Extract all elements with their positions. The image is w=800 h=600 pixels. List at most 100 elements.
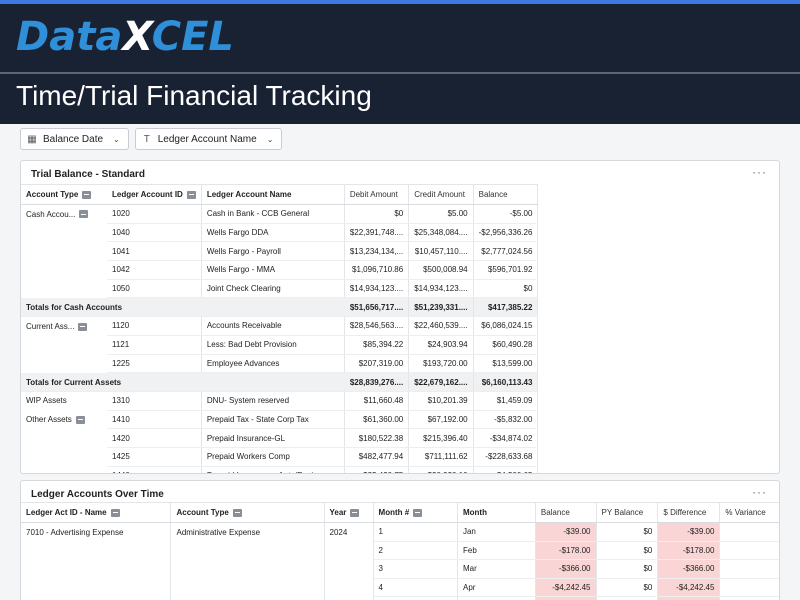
account-type-label: Current Ass... [26,321,75,331]
column-header[interactable]: Ledger Act ID - Name [21,502,172,523]
column-header[interactable]: $ Difference [657,502,721,523]
credit-amount: $10,201.39 [408,391,474,411]
percent-variance [719,541,779,560]
column-header[interactable]: Ledger Account ID [107,184,202,205]
ledger-account-name: Cash in Bank - CCB General [201,204,345,224]
debit-amount: $28,546,563.... [344,316,410,336]
ledger-act-name [21,559,172,578]
ledger-account-name: Prepaid Tax - State Corp Tax [201,410,345,430]
table-row: Current Ass... 1120 Accounts Receivable $28… [21,316,539,336]
debit-amount: $28,839,276.... [344,372,410,392]
debit-amount: $482,477.94 [344,447,410,467]
ledger-account-id: 1020 [107,204,202,224]
column-header[interactable]: Debit Amount [344,184,410,205]
brand-logo: DataXCEL [16,14,234,60]
py-balance: $0 [596,559,659,579]
card-title: Trial Balance - Standard [31,169,145,180]
collapse-toggle-icon[interactable] [350,508,360,517]
table-row: 1041 Wells Fargo - Payroll $13,234,134,...… [21,241,539,262]
ledger-account-id: 1410 [107,410,202,430]
table-row: 1420 Prepaid Insurance-GL $180,522.38 $215,… [21,428,539,448]
column-header[interactable]: Balance [473,184,539,205]
account-type-cell [21,335,107,354]
debit-amount: $13,234,134,... [344,241,410,262]
column-header[interactable]: PY Balance [596,502,659,523]
balance-amount: $13,599.00 [473,354,539,374]
py-balance: $0 [596,541,659,560]
balance-amount: -$178.00 [535,541,597,560]
debit-amount: $180,522.38 [344,428,410,448]
column-header[interactable]: Balance [535,502,597,523]
month-name: Feb [457,541,536,560]
collapse-toggle-icon[interactable] [78,322,88,331]
filter-balance-date[interactable]: ▦ Balance Date ⌄ [20,128,129,150]
account-type-label: Other Assets [26,414,72,424]
py-balance: $0 [596,578,659,597]
balance-amount: -$5.00 [473,204,539,224]
month-name: Jan [457,522,536,542]
credit-amount: $711,111.62 [408,447,474,467]
account-type-cell: Other Assets [21,410,107,429]
table-row: 1121 Less: Bad Debt Provision $85,394.22 $2… [21,335,539,355]
ledger-account-name: Employee Advances [201,354,345,374]
account-type-cell [21,354,107,373]
text-type-icon: T [143,133,150,145]
ledger-act-name [21,578,172,597]
collapse-toggle-icon[interactable] [82,190,92,199]
more-options-icon[interactable]: ··· [752,485,767,499]
credit-amount: $10,457,110.... [408,241,474,262]
column-header[interactable]: % Variance [719,502,779,523]
column-header[interactable]: Year [324,502,374,523]
ledger-account-id: 1310 [107,391,202,411]
debit-amount: $11,660.48 [344,391,410,411]
column-header[interactable]: Account Type [21,184,107,205]
percent-variance [719,559,779,579]
ledger-account-id: 1040 [107,223,202,243]
ledger-act-name [21,541,172,560]
collapse-toggle-icon[interactable] [110,508,120,517]
column-header[interactable]: Account Type [170,502,325,523]
table-row: Other Assets 1410 Prepaid Tax - State Corp… [21,410,539,430]
column-header[interactable]: Month # [373,502,458,523]
credit-amount: $20,920.10 [408,466,474,473]
year [324,541,374,560]
credit-amount: $500,008.94 [408,260,474,280]
year [324,559,374,578]
balance-amount: $2,777,024.56 [473,241,539,262]
balance-amount: $6,086,024.15 [473,316,539,336]
balance-amount: -$39.00 [535,522,597,542]
column-header[interactable]: Month [457,502,536,523]
totals-label: Totals for Current Assets [21,372,345,392]
account-type [170,596,325,600]
collapse-toggle-icon[interactable] [79,210,89,219]
ledger-account-name: Wells Fargo - Payroll [201,241,345,262]
column-header[interactable]: Ledger Account Name [201,184,345,205]
balance-amount: -$5,832.00 [473,410,539,430]
dollar-difference: -$178.00 [657,541,721,560]
ledger-account-id: 1050 [107,279,202,299]
more-options-icon[interactable]: ··· [752,165,767,179]
month-number: 4 [373,578,458,597]
collapse-toggle-icon[interactable] [232,508,242,517]
account-type-cell [21,429,107,448]
balance-amount: -$4,242.45 [535,578,597,597]
ledger-account-id: 1121 [107,335,202,355]
totals-label: Totals for Cash Accounts [21,297,345,318]
credit-amount: $193,720.00 [408,354,474,374]
account-type-cell [21,242,107,261]
dollar-difference: -$612.00 [657,596,721,600]
column-header[interactable]: Credit Amount [408,184,474,205]
ledger-account-name: Wells Fargo DDA [201,223,345,243]
account-type-cell: Current Ass... [21,317,107,336]
balance-amount: -$612.00 [535,596,597,600]
collapse-toggle-icon[interactable] [186,190,196,199]
chevron-down-icon: ⌄ [266,134,274,144]
collapse-toggle-icon[interactable] [413,508,423,517]
ledger-account-name: Prepaid Insurance-GL [201,428,345,448]
collapse-toggle-icon[interactable] [75,415,85,424]
credit-amount: $51,239,331.... [408,297,474,318]
debit-amount: $22,391,748.... [344,223,410,243]
filter-ledger-account-name[interactable]: T Ledger Account Name ⌄ [134,128,283,150]
month-name: Mar [457,559,536,579]
credit-amount: $24,903.94 [408,335,474,355]
